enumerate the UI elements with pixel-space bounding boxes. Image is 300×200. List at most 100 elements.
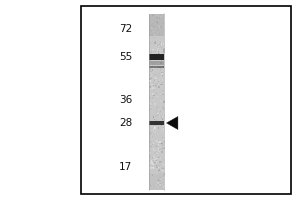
Polygon shape [167,117,178,129]
Bar [161,49,163,50]
Bar [163,147,165,149]
Bar [160,42,161,43]
Bar [152,157,154,158]
Bar [164,48,165,49]
Bar [157,164,158,165]
Bar [148,174,150,176]
Bar [159,25,160,26]
Bar [154,103,156,105]
Bar [163,62,164,63]
Bar [154,152,156,154]
Bar [150,175,152,176]
Bar [162,177,164,179]
Bar [163,123,164,124]
Bar [160,62,162,64]
Bar [153,22,154,23]
Bar [149,162,150,164]
Bar [157,182,158,183]
Bar [149,62,150,63]
Bar [156,153,158,154]
Bar [154,34,155,35]
Bar [157,58,159,60]
Bar [162,116,163,117]
Bar [156,160,157,161]
Bar [155,20,156,21]
Bar [152,23,154,25]
Bar [156,185,157,186]
Bar [153,34,154,36]
Bar [161,60,162,61]
Bar [159,117,160,118]
Bar [157,181,158,182]
Bar [162,188,163,189]
Bar [148,174,164,190]
Bar [151,79,152,80]
Bar [162,168,164,169]
Bar [154,59,156,60]
Bar [157,188,158,189]
Bar [151,146,152,147]
Bar [156,17,158,19]
Bar [161,45,163,46]
Bar [148,14,164,36]
Bar [158,49,159,50]
Bar [151,84,153,85]
Bar [158,32,160,33]
Bar [151,168,152,170]
Bar [158,84,159,85]
Bar [159,45,160,46]
Bar [153,85,154,86]
Bar [160,16,162,17]
Bar [161,143,163,144]
Bar [155,123,156,124]
Bar [163,80,164,82]
Bar [150,129,151,130]
Bar [149,58,150,59]
Bar [159,177,161,178]
Bar [163,23,164,24]
Bar [148,60,164,64]
Bar [159,44,160,45]
Bar [161,101,162,103]
Bar [152,166,153,167]
Bar [158,109,160,110]
Bar [159,36,160,37]
Bar [159,178,161,180]
Bar [159,169,161,171]
Bar [158,73,160,74]
Bar [154,35,156,37]
Bar [149,23,150,24]
Bar [148,59,150,60]
Bar [155,85,157,86]
Bar [161,129,163,131]
Bar [155,26,157,27]
Bar [160,161,162,162]
Bar [157,48,158,49]
Bar [153,122,154,123]
Bar [149,158,150,159]
Bar [150,94,151,95]
Bar [155,160,156,161]
Bar [160,44,162,46]
Bar [163,32,164,33]
Bar [160,137,161,138]
Bar [155,77,156,79]
Bar [150,133,152,135]
Bar [158,167,159,168]
Bar [163,100,165,102]
Bar [158,63,159,64]
Bar [163,149,164,151]
Bar [154,79,155,81]
Bar [150,60,151,61]
Bar [156,166,158,168]
Bar [159,157,160,158]
Bar [163,182,164,184]
Bar [149,145,150,146]
Text: 28: 28 [119,118,132,128]
Bar [160,149,161,150]
Bar [158,184,159,185]
Bar [151,168,152,169]
Bar [154,62,155,63]
Bar [160,43,162,44]
Bar [150,69,151,70]
